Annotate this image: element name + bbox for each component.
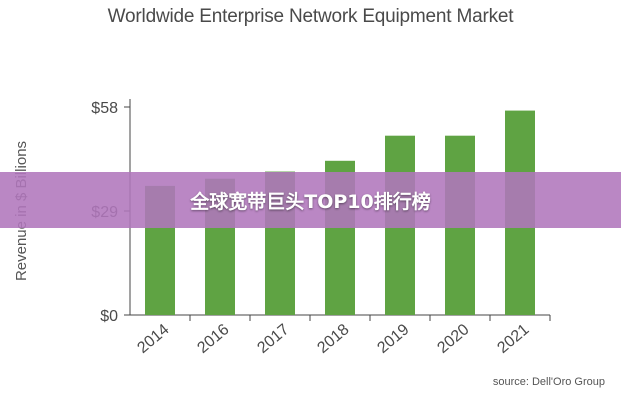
- overlay-banner: 全球宽带巨头TOP10排行榜: [0, 172, 621, 228]
- x-tick-label: 2019: [374, 321, 412, 357]
- chart-title: Worldwide Enterprise Network Equipment M…: [107, 6, 514, 27]
- y-tick-label: $58: [91, 100, 118, 117]
- banner-text: 全球宽带巨头TOP10排行榜: [190, 190, 431, 213]
- y-tick-label: $0: [100, 308, 118, 325]
- x-tick-label: 2020: [434, 321, 472, 357]
- x-tick-label: 2017: [254, 321, 292, 357]
- x-tick-label: 2014: [134, 321, 172, 357]
- x-tick-label: 2021: [494, 321, 532, 357]
- x-tick-label: 2018: [314, 321, 352, 357]
- x-tick-label: 2016: [194, 321, 232, 357]
- source-note: source: Dell'Oro Group: [492, 376, 605, 388]
